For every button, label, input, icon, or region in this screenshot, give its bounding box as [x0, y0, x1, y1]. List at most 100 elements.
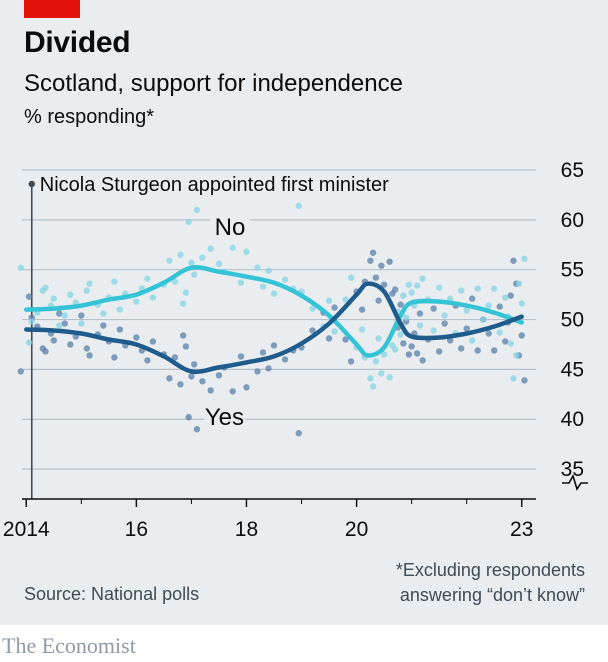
no-poll-point: [199, 254, 206, 261]
x-tick-label-23: 23: [510, 518, 533, 541]
yes-poll-point: [265, 365, 272, 372]
no-poll-point: [435, 284, 443, 291]
yes-poll-point: [435, 348, 443, 355]
yes-poll-point: [358, 306, 366, 313]
no-poll-point: [265, 267, 272, 274]
yes-poll-point: [185, 414, 192, 421]
yes-poll-point: [496, 303, 503, 310]
yes-label-bg: [204, 401, 245, 430]
yes-poll-point: [50, 337, 57, 344]
no-poll-point: [67, 291, 74, 298]
no-poll-point: [480, 316, 487, 323]
no-poll-point: [369, 383, 377, 390]
yes-poll-point: [378, 262, 385, 269]
y-tick-label-60: 60: [561, 209, 584, 232]
yes-poll-point: [193, 426, 201, 433]
no-poll-point: [133, 298, 140, 305]
no-poll-point: [400, 292, 407, 299]
yes-poll-point: [166, 375, 173, 382]
no-poll-point: [254, 264, 261, 271]
no-poll-point: [513, 352, 520, 359]
yes-poll-point: [25, 293, 33, 300]
yes-poll-point: [463, 325, 470, 332]
no-poll-point: [144, 275, 151, 282]
x-tick-label-20: 20: [345, 518, 368, 541]
no-poll-point: [56, 322, 63, 329]
annotation-label: Nicola Sturgeon appointed first minister: [40, 174, 389, 196]
yes-poll-point: [78, 312, 85, 319]
yes-poll-point: [42, 348, 49, 355]
no-poll-point: [166, 257, 173, 264]
yes-poll-point: [518, 332, 525, 339]
no-poll-point: [83, 287, 91, 294]
no-poll-point: [295, 202, 302, 210]
yes-poll-point: [386, 258, 393, 265]
y-tick-label-65: 65: [561, 159, 584, 182]
no-trend-line: [24, 265, 524, 358]
no-poll-point: [28, 318, 35, 325]
yes-poll-point: [229, 388, 236, 395]
no-poll-point: [309, 305, 316, 312]
yes-poll-point: [116, 326, 124, 333]
no-poll-point: [391, 346, 399, 353]
no-poll-point: [378, 370, 385, 377]
no-poll-point: [485, 302, 492, 309]
yes-series-label: Yes: [205, 404, 244, 431]
chart-subtitle: Scotland, support for independence: [24, 70, 403, 97]
yes-poll-point: [474, 347, 481, 354]
no-poll-point: [342, 296, 349, 303]
yes-poll-point: [190, 361, 198, 368]
no-poll-point: [419, 275, 426, 282]
x-tick-label-2014: 2014: [3, 518, 50, 541]
no-poll-point: [207, 245, 214, 252]
no-poll-point: [521, 255, 528, 262]
no-poll-point: [496, 329, 503, 336]
no-poll-point: [281, 276, 289, 283]
yes-poll-point: [347, 358, 355, 365]
no-poll-point: [190, 271, 198, 278]
yes-poll-point: [375, 297, 382, 304]
axis-layer: 35 40 45 50 55 60 65 2014 16 18 20 23: [3, 159, 588, 541]
no-poll-point: [463, 307, 470, 314]
y-tick-label-50: 50: [561, 309, 584, 332]
brand-wordmark: The Economist: [2, 633, 136, 658]
no-poll-point: [50, 295, 57, 302]
yes-poll-point: [237, 353, 245, 360]
yes-poll-point: [309, 327, 316, 334]
yes-poll-point: [331, 304, 338, 311]
no-poll-point: [413, 282, 421, 289]
label-layer: Yes No: [204, 210, 250, 431]
yes-poll-point: [149, 338, 157, 345]
yes-poll-point: [177, 381, 184, 388]
y-tick-label-55: 55: [561, 259, 584, 282]
yes-poll-point: [56, 310, 63, 317]
no-poll-point: [17, 264, 24, 271]
annotation-layer: Nicola Sturgeon appointed first minister: [28, 174, 389, 499]
trend-layer: [24, 265, 524, 375]
y-tick-label-40: 40: [561, 408, 584, 431]
no-poll-point: [405, 281, 413, 288]
yes-poll-point: [485, 330, 492, 337]
no-poll-point: [42, 284, 49, 291]
yes-poll-point: [61, 320, 68, 327]
no-poll-point: [375, 335, 382, 342]
yes-poll-point: [510, 257, 517, 264]
no-poll-point: [331, 328, 338, 335]
no-poll-point: [474, 285, 481, 292]
no-poll-point: [386, 374, 393, 381]
no-poll-point: [408, 289, 415, 296]
no-poll-point: [441, 312, 448, 319]
yes-poll-point: [199, 378, 206, 385]
no-poll-point: [86, 280, 93, 287]
yes-poll-point: [182, 343, 190, 350]
no-poll-point: [502, 294, 509, 301]
x-tick-label-18: 18: [235, 518, 258, 541]
chart-unit-label: % responding*: [24, 106, 155, 128]
yes-poll-point: [243, 384, 250, 391]
footnote-line-1: *Excluding respondents: [395, 560, 585, 580]
axis-break-icon: [562, 473, 588, 491]
yes-poll-point: [372, 274, 380, 281]
no-poll-point: [270, 290, 278, 297]
no-poll-point: [193, 206, 201, 214]
yes-poll-point: [100, 322, 107, 329]
